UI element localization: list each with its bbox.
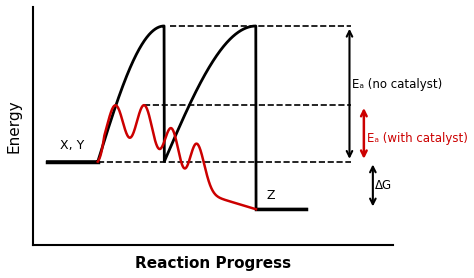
Y-axis label: Energy: Energy	[7, 99, 22, 153]
X-axis label: Reaction Progress: Reaction Progress	[135, 256, 291, 271]
Text: Eₐ (with catalyst): Eₐ (with catalyst)	[367, 132, 468, 145]
Text: ΔG: ΔG	[375, 179, 392, 192]
Text: Eₐ (no catalyst): Eₐ (no catalyst)	[352, 78, 443, 91]
Text: Z: Z	[266, 189, 274, 202]
Text: X, Y: X, Y	[61, 139, 85, 152]
